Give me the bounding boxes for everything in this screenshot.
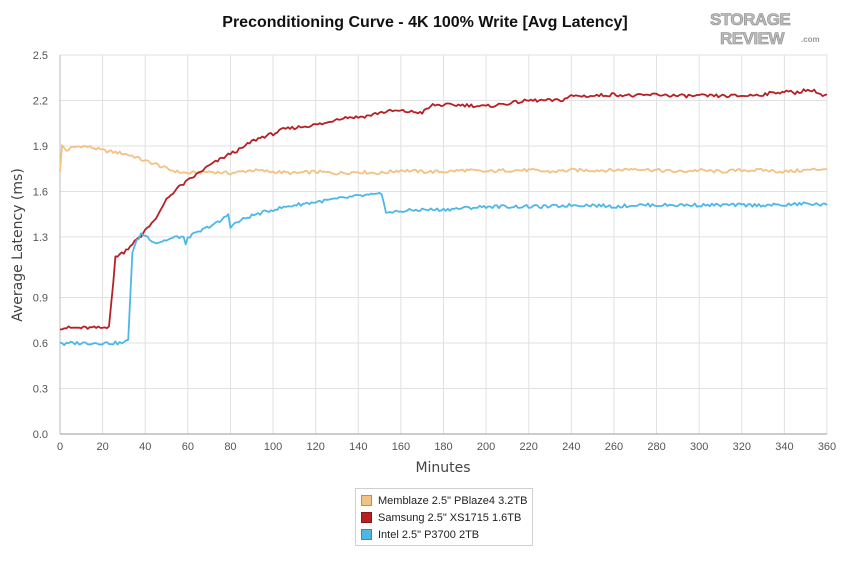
x-tick-label: 40 [139,441,151,453]
series-line-intel [59,191,828,347]
y-tick-label: 2.2 [33,95,48,107]
legend-item-samsung[interactable]: Samsung 2.5" XS1715 1.6TB [356,509,532,526]
series-line-memblaze [59,144,828,176]
x-tick-label: 100 [264,441,282,453]
x-tick-label: 60 [182,441,194,453]
tick-labels: 0 20 40 60 80 100 120 140 160 180 200 220 240 260 280 3… [33,50,836,453]
grid [59,54,828,435]
x-tick-label: 160 [392,441,410,453]
y-tick-label: 0.0 [33,429,48,441]
x-tick-label: 20 [96,441,108,453]
y-tick-label: 1.9 [33,141,48,153]
x-tick-label: 0 [57,441,63,453]
legend-label: Intel 2.5" P3700 2TB [378,528,480,541]
x-tick-label: 360 [818,441,836,453]
y-tick-label: 0.6 [33,338,48,350]
x-tick-label: 80 [224,441,236,453]
legend-item-intel[interactable]: Intel 2.5" P3700 2TB [356,526,532,543]
legend-label: Samsung 2.5" XS1715 1.6TB [378,511,522,524]
x-tick-label: 120 [306,441,324,453]
y-tick-label: 1.3 [33,232,48,244]
x-tick-label: 200 [477,441,495,453]
y-tick-label: 0.9 [33,293,48,305]
legend-swatch-memblaze [361,495,372,506]
storage-review-logo: STORAGE REVIEW .com [710,10,820,48]
x-tick-label: 320 [733,441,751,453]
series-line-samsung [59,88,828,331]
chart-title: Preconditioning Curve - 4K 100% Write [A… [222,14,628,31]
x-axis-label: Minutes [415,460,470,476]
legend-item-memblaze[interactable]: Memblaze 2.5" PBlaze4 3.2TB [356,492,532,509]
legend-swatch-samsung [361,512,372,523]
series-lines [59,88,828,347]
x-tick-label: 340 [775,441,793,453]
x-tick-label: 180 [434,441,452,453]
svg-text:REVIEW: REVIEW [720,29,786,48]
y-tick-label: 1.6 [33,186,48,198]
x-tick-label: 220 [520,441,538,453]
y-tick-label: 2.5 [33,50,48,62]
x-tick-label: 260 [605,441,623,453]
svg-text:STORAGE: STORAGE [710,10,790,29]
chart-legend: Memblaze 2.5" PBlaze4 3.2TB Samsung 2.5"… [355,488,533,546]
x-tick-label: 240 [562,441,580,453]
y-tick-label: 0.3 [33,384,48,396]
x-tick-label: 140 [349,441,367,453]
legend-swatch-intel [361,529,372,540]
y-axis-label: Average Latency (ms) [10,168,26,322]
axes [59,55,827,435]
x-tick-label: 280 [647,441,665,453]
svg-text:.com: .com [801,35,820,44]
legend-label: Memblaze 2.5" PBlaze4 3.2TB [378,494,528,507]
x-tick-label: 300 [690,441,708,453]
line-chart: 0 20 40 60 80 100 120 140 160 180 200 220 240 260 280 3… [10,50,836,476]
